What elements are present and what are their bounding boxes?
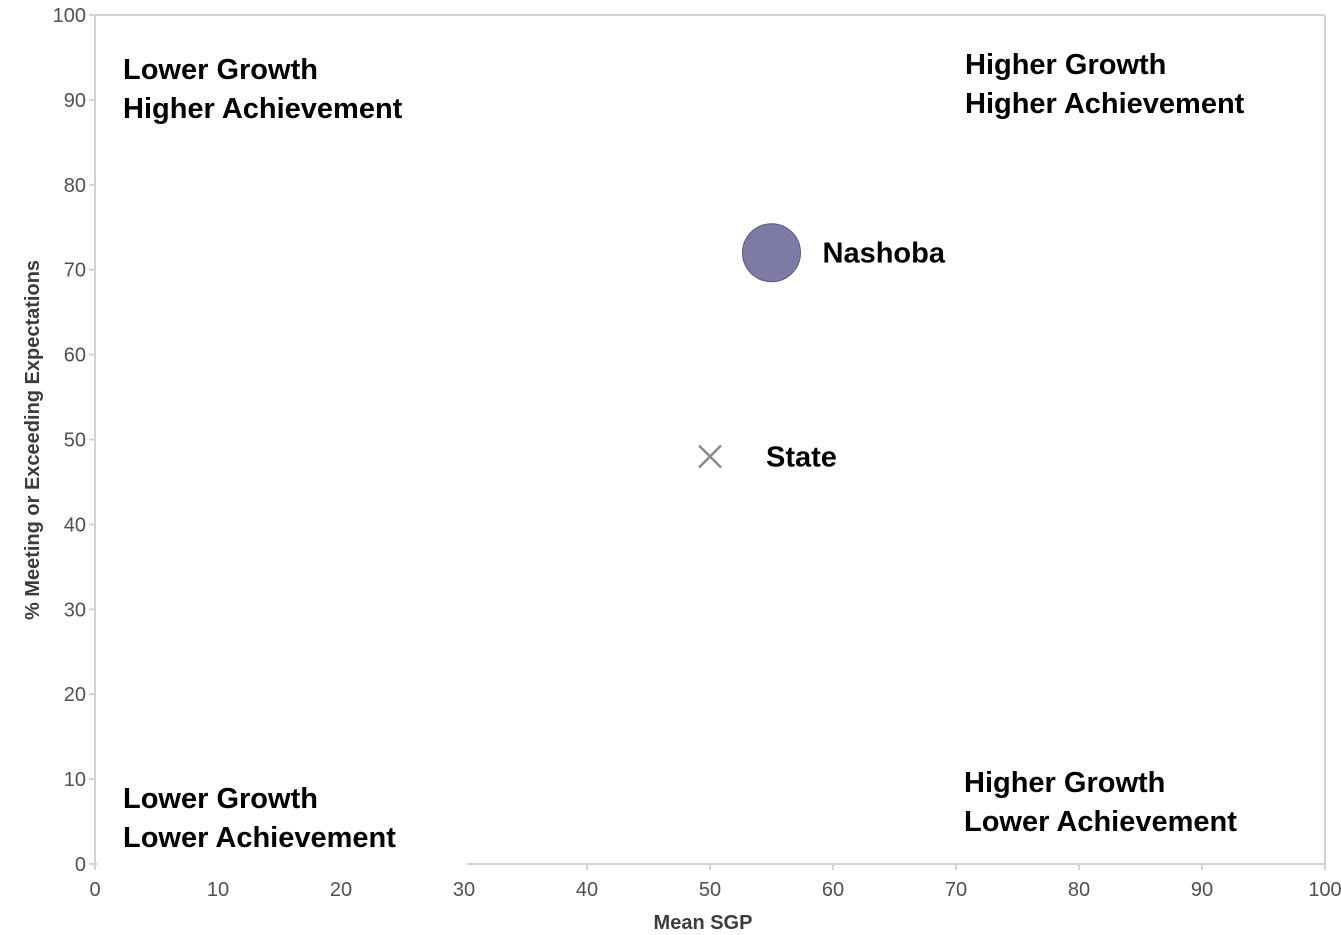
quadrant-label-line: Higher Growth	[964, 767, 1165, 799]
y-tick-label: 20	[64, 684, 86, 706]
x-tick-label: 60	[822, 879, 844, 901]
quadrant-label-line: Higher Achievement	[965, 88, 1245, 120]
point-nashoba	[742, 223, 801, 283]
y-tick-label: 90	[64, 90, 86, 112]
x-tick-label: 100	[1308, 879, 1341, 901]
quadrant-label-line: Higher Achievement	[123, 93, 403, 125]
y-tick-label: 40	[64, 514, 86, 536]
y-tick-label: 10	[64, 769, 86, 791]
quadrant-label-bottom-left: Lower Growth Lower Achievement	[123, 783, 396, 854]
y-tick-label: 0	[75, 854, 86, 876]
x-tick-label: 40	[576, 879, 598, 901]
x-tick-label: 50	[699, 879, 721, 901]
y-tick-label: 70	[64, 260, 86, 282]
x-tick-label: 0	[89, 879, 100, 901]
quadrant-label-line: Lower Growth	[123, 783, 318, 815]
point-state-stroke	[698, 444, 722, 469]
quadrant-label-backing	[97, 780, 467, 875]
point-label-nashoba: Nashoba	[823, 238, 946, 270]
x-axis-label: Mean SGP	[654, 912, 753, 934]
quadrant-label-top-left: Lower Growth Higher Achievement	[123, 54, 403, 125]
quadrant-label-line: Lower Achievement	[123, 822, 396, 854]
point-state	[698, 444, 722, 469]
y-tick-label: 50	[64, 430, 86, 452]
quadrant-label-line: Lower Growth	[123, 54, 318, 86]
x-tick-label: 20	[330, 879, 352, 901]
x-tick-label: 90	[1191, 879, 1213, 901]
y-tick-label: 80	[64, 175, 86, 197]
quadrant-label-bottom-right: Higher Growth Lower Achievement	[964, 767, 1237, 838]
y-tick-label: 60	[64, 345, 86, 367]
x-tick-label: 30	[453, 879, 475, 901]
quadrant-label-top-right: Higher Growth Higher Achievement	[965, 49, 1245, 120]
x-tick-label: 70	[945, 879, 967, 901]
quadrant-label-line: Higher Growth	[965, 49, 1166, 81]
data-points: Nashoba State	[698, 223, 946, 473]
point-label-state: State	[766, 441, 837, 473]
y-tick-label: 30	[64, 599, 86, 621]
y-axis-label: % Meeting or Exceeding Expectations	[22, 260, 44, 620]
x-tick-label: 80	[1068, 879, 1090, 901]
x-tick-label: 10	[207, 879, 229, 901]
y-tick-label: 100	[53, 5, 86, 27]
quadrant-label-line: Lower Achievement	[964, 806, 1237, 838]
